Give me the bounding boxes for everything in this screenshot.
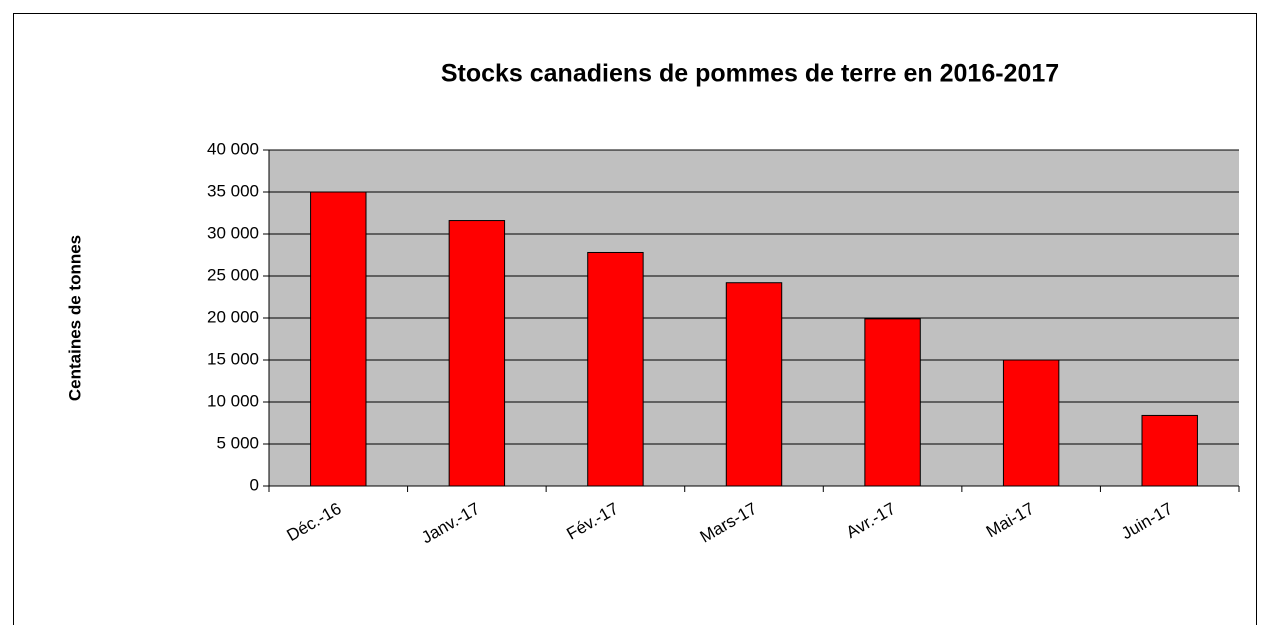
y-tick-label: 20 000	[207, 307, 259, 326]
bar	[310, 191, 367, 487]
bar	[587, 251, 644, 487]
y-tick-label: 35 000	[207, 181, 259, 200]
y-tick-label: 0	[250, 475, 259, 494]
y-tick-label: 5 000	[216, 433, 259, 452]
y-tick-label: 15 000	[207, 349, 259, 368]
y-tick-label: 40 000	[207, 139, 259, 158]
y-tick-label: 10 000	[207, 391, 259, 410]
y-tick-label: 30 000	[207, 223, 259, 242]
bar	[1141, 414, 1198, 487]
bar	[725, 282, 783, 487]
chart-title: Stocks canadiens de pommes de terre en 2…	[441, 60, 1059, 88]
y-axis-label: Centaines de tonnes	[65, 235, 84, 401]
bar	[1002, 359, 1060, 487]
y-tick-label: 25 000	[207, 265, 259, 284]
bar	[448, 220, 506, 487]
bar	[864, 318, 921, 487]
